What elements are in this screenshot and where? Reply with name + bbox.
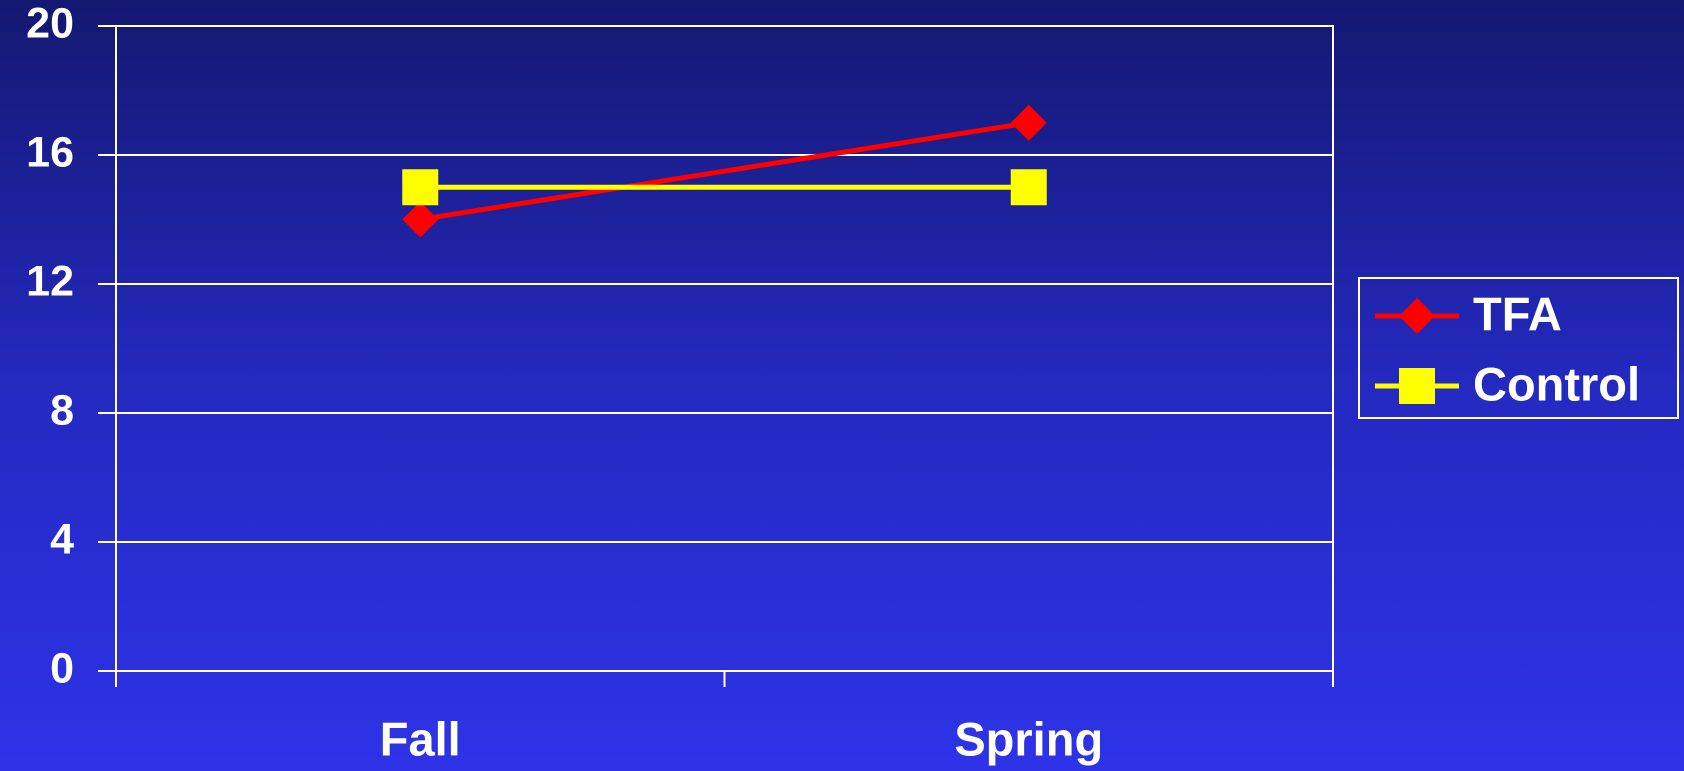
y-tick-label: 20: [26, 0, 74, 47]
data-point: [1010, 169, 1047, 206]
y-tick-label: 16: [26, 128, 74, 176]
y-tick-label: 12: [26, 257, 74, 305]
data-point: [402, 169, 439, 206]
data-point: [402, 201, 439, 238]
y-tick-label: 8: [50, 386, 74, 434]
legend-label: Control: [1473, 357, 1640, 410]
legend-marker: [1399, 298, 1435, 334]
data-point: [1010, 104, 1047, 141]
legend-label: TFA: [1473, 287, 1562, 340]
series-line: [419, 120, 1030, 222]
x-tick-label: Spring: [954, 712, 1103, 765]
legend-marker: [1399, 368, 1435, 404]
plot-frame: [115, 25, 1334, 672]
x-tick-label: Fall: [380, 712, 461, 765]
legend-box: [1358, 277, 1679, 419]
y-tick-label: 4: [50, 515, 74, 563]
y-tick-label: 0: [50, 644, 74, 692]
